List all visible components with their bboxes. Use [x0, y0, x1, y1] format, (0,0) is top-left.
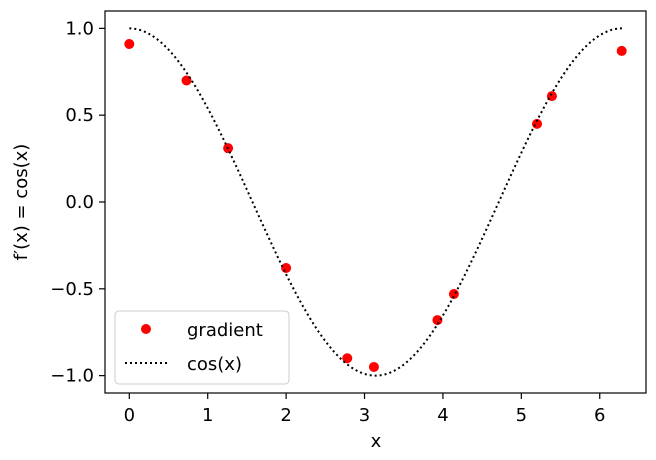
y-tick-label: 0.0	[65, 192, 94, 213]
x-tick-label: 3	[359, 405, 370, 426]
axes: 0 1 2 3 4 5 6 −1.0 −0.5 0.0 0.5 1.0	[50, 10, 647, 426]
gradient-point	[616, 45, 627, 56]
x-tick-label: 4	[437, 405, 448, 426]
gradient-point	[368, 361, 379, 372]
y-tick-label: −1.0	[50, 366, 94, 387]
gradient-point	[448, 289, 459, 300]
legend-label: gradient	[187, 320, 263, 341]
gradient-point	[342, 353, 353, 364]
gradient-point	[432, 315, 443, 326]
x-tick-label: 1	[202, 405, 213, 426]
x-tick-label: 5	[516, 405, 527, 426]
legend-box	[114, 310, 290, 385]
gradient-point	[124, 38, 135, 49]
legend-marker-swatch	[141, 324, 151, 334]
x-axis-label: x	[371, 431, 382, 452]
y-axis-label: f′(x) = cos(x)	[11, 144, 32, 261]
legend: gradient cos(x)	[114, 310, 290, 385]
y-tick-label: 0.5	[65, 105, 94, 126]
y-tick-label: 1.0	[65, 18, 94, 39]
y-tick-label: −0.5	[50, 279, 94, 300]
cos-line	[129, 27, 622, 377]
x-tick-label: 0	[124, 405, 135, 426]
plot-area	[124, 27, 627, 377]
gradient-point	[281, 262, 292, 273]
x-tick-label: 6	[594, 405, 605, 426]
legend-label: cos(x)	[187, 354, 242, 375]
x-tick-label: 2	[280, 405, 291, 426]
